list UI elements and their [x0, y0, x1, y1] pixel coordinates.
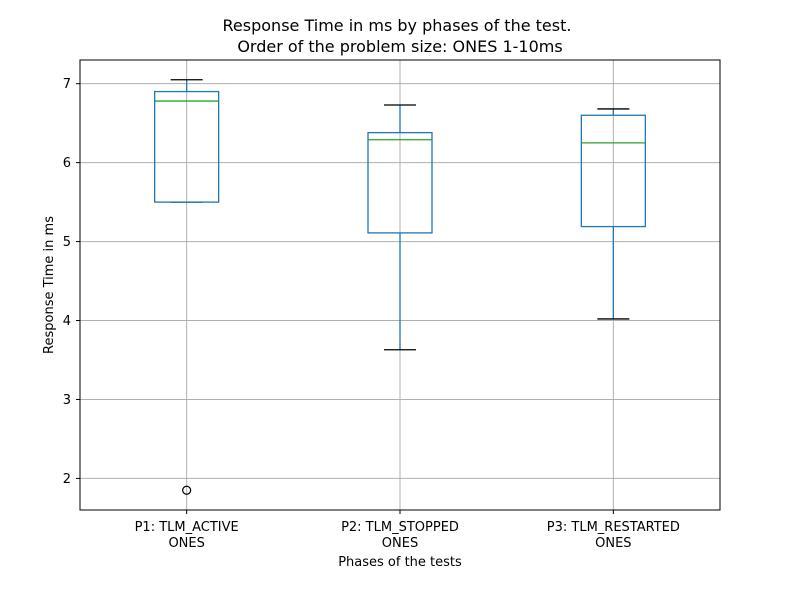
x-tick-label-line: ONES: [168, 536, 204, 551]
chart-title-line-1: Response Time in ms by phases of the tes…: [223, 16, 572, 35]
x-tick-label-line: ONES: [382, 536, 418, 551]
x-axis-label: Phases of the tests: [338, 555, 462, 570]
y-tick-label: 3: [63, 393, 71, 408]
x-tick-label-line: P1: TLM_ACTIVE: [135, 520, 239, 535]
box: [154, 90, 220, 203]
y-tick-label: 7: [63, 77, 71, 92]
y-axis-label: Response Time in ms: [42, 216, 57, 354]
boxes: [154, 79, 646, 495]
box: [580, 114, 646, 228]
y-tick-label: 4: [63, 314, 71, 329]
x-tick-label-line: ONES: [595, 536, 631, 551]
x-tick-label-line: P2: TLM_STOPPED: [341, 520, 459, 535]
x-tick-label: P2: TLM_STOPPED ONES: [341, 520, 459, 551]
y-tick-label: 2: [63, 472, 71, 487]
y-tick-label: 5: [63, 235, 71, 250]
y-tick-label: 6: [63, 156, 71, 171]
x-tick-label: P3: TLM_RESTARTED ONES: [547, 520, 680, 551]
chart-title-line-2: Order of the problem size: ONES 1-10ms: [237, 37, 562, 56]
x-tick-label-line: P3: TLM_RESTARTED: [547, 520, 680, 535]
x-tick-label: P1: TLM_ACTIVE ONES: [135, 520, 239, 551]
box: [367, 131, 433, 234]
outlier-point: [182, 485, 192, 495]
